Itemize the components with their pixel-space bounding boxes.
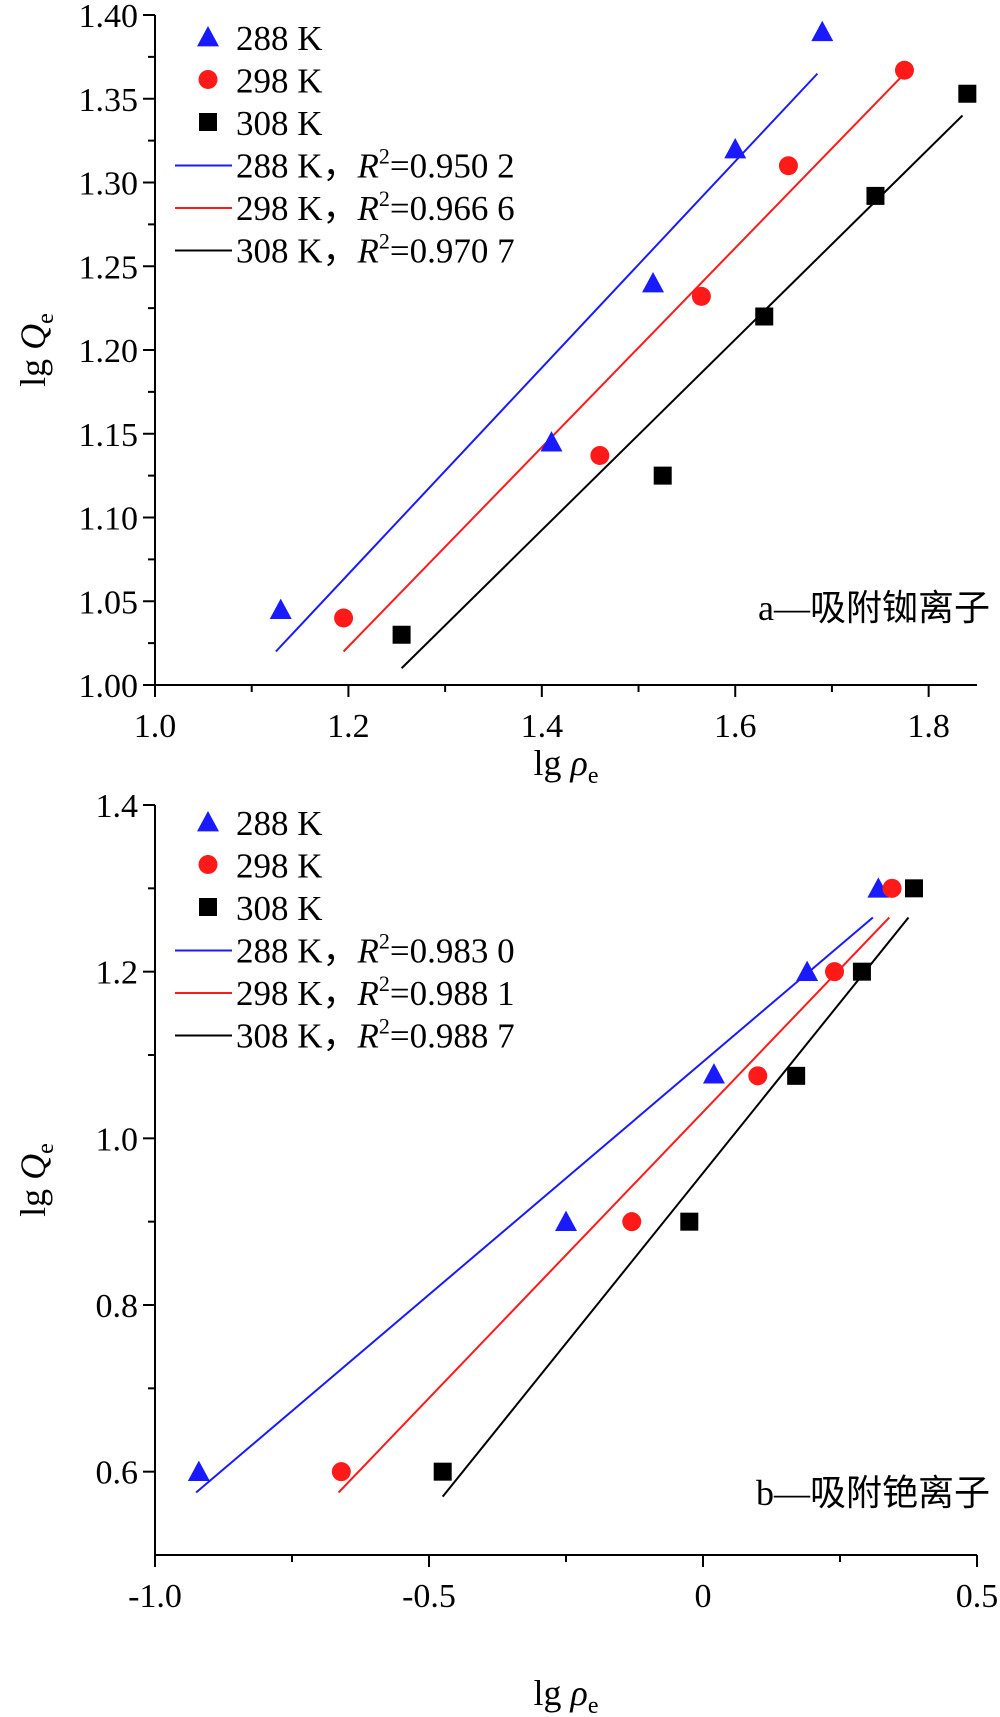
fit-line-288k xyxy=(195,916,874,1494)
data-point-308k xyxy=(755,307,774,326)
legend-label: 308 K xyxy=(236,889,323,928)
data-point-298k xyxy=(882,878,902,898)
y-tick-label: 1.15 xyxy=(79,417,139,454)
y-axis-title: lg Qe xyxy=(13,313,59,387)
y-tick-label: 1.20 xyxy=(79,333,139,370)
data-point-308k xyxy=(653,466,672,485)
data-point-298k xyxy=(748,1066,768,1086)
panel-annotation: a—吸附铷离子 xyxy=(758,588,990,628)
data-point-298k xyxy=(778,156,798,176)
fit-line-308k xyxy=(400,114,964,669)
legend-label: 298 K xyxy=(236,847,323,886)
data-point-288k xyxy=(796,960,819,982)
y-tick-label: 1.00 xyxy=(79,668,139,705)
data-point-298k xyxy=(590,446,610,466)
data-point-298k xyxy=(894,60,914,80)
y-tick-label: 1.05 xyxy=(79,584,139,621)
data-point-288k xyxy=(555,1210,577,1232)
data-point-308k xyxy=(433,1462,452,1481)
y-tick-label: 1.0 xyxy=(96,1121,139,1158)
legend-marker xyxy=(199,898,217,916)
data-point-298k xyxy=(691,286,711,306)
legend-marker xyxy=(198,855,218,874)
x-tick-label: -1.0 xyxy=(128,1578,182,1615)
y-tick-label: 0.8 xyxy=(96,1288,139,1325)
fit-line-308k xyxy=(441,916,910,1498)
data-point-288k xyxy=(724,138,747,159)
y-tick-label: 1.40 xyxy=(79,0,139,35)
y-tick-label: 1.4 xyxy=(96,788,139,825)
legend-label: 288 K xyxy=(236,19,323,58)
fit-line-298k xyxy=(342,72,906,653)
legend-fit-label: 288 K，R2=0.983 0 xyxy=(236,929,515,971)
data-point-288k xyxy=(540,431,563,452)
data-point-288k xyxy=(702,1063,725,1084)
data-point-308k xyxy=(680,1212,699,1231)
legend-marker xyxy=(199,113,217,131)
x-tick-label: 1.6 xyxy=(714,708,757,745)
chart-panel-a: 1.0 1.2 1.4 1.6 1.8 1.00 1.05 1.10 1.15 1.20 1.25 1… xyxy=(13,0,990,789)
legend-label: 308 K xyxy=(236,104,323,143)
y-tick-label: 1.25 xyxy=(79,249,139,286)
x-axis-title: lg ρe xyxy=(534,1673,599,1717)
x-tick-label: 1.4 xyxy=(521,708,564,745)
y-tick-label: 0.6 xyxy=(96,1455,139,1492)
legend-label: 288 K xyxy=(236,804,323,843)
legend-fit-label: 298 K，R2=0.966 6 xyxy=(236,186,515,228)
x-tick-label: 0.5 xyxy=(956,1578,999,1615)
data-point-308k xyxy=(852,962,871,981)
chart-panel-b: -1.0 -0.5 0 0.5 0.6 0.8 1.0 1.2 1.4 lg ρe lg Qe 288… xyxy=(13,788,998,1717)
x-tick-label: 1.0 xyxy=(134,708,177,745)
legend-marker xyxy=(198,70,218,89)
y-tick-label: 1.35 xyxy=(79,82,139,119)
y-axis-title: lg Qe xyxy=(13,1143,59,1217)
legend-fit-label: 308 K，R2=0.970 7 xyxy=(236,229,515,271)
data-point-298k xyxy=(334,608,354,628)
legend-fit-label: 308 K，R2=0.988 7 xyxy=(236,1014,515,1056)
data-point-288k xyxy=(187,1460,210,1482)
legend-fit-label: 298 K，R2=0.988 1 xyxy=(236,971,515,1013)
y-tick-label: 1.2 xyxy=(96,955,139,992)
legend-label: 298 K xyxy=(236,62,323,101)
fit-line-288k xyxy=(275,72,819,653)
y-tick-label: 1.30 xyxy=(79,166,139,203)
fit-line-298k xyxy=(337,916,891,1494)
legend-marker xyxy=(197,811,219,832)
data-point-288k xyxy=(269,598,292,619)
data-point-298k xyxy=(825,962,845,982)
legend-marker xyxy=(197,26,219,47)
x-axis-title: lg ρe xyxy=(534,743,599,789)
data-point-298k xyxy=(331,1462,351,1482)
y-tick-label: 1.10 xyxy=(79,501,139,538)
x-tick-label: 1.8 xyxy=(907,708,950,745)
data-point-298k xyxy=(622,1212,642,1232)
panel-annotation: b—吸附铯离子 xyxy=(756,1473,990,1513)
x-tick-label: -0.5 xyxy=(402,1578,456,1615)
data-point-308k xyxy=(866,186,885,205)
data-point-288k xyxy=(811,20,834,42)
data-point-308k xyxy=(392,625,411,644)
data-point-308k xyxy=(958,84,977,103)
data-point-288k xyxy=(642,272,665,293)
legend-fit-label: 288 K，R2=0.950 2 xyxy=(236,144,515,186)
data-point-308k xyxy=(787,1066,806,1085)
x-tick-label: 1.2 xyxy=(327,708,370,745)
data-point-308k xyxy=(904,879,923,898)
x-tick-label: 0 xyxy=(695,1578,712,1615)
